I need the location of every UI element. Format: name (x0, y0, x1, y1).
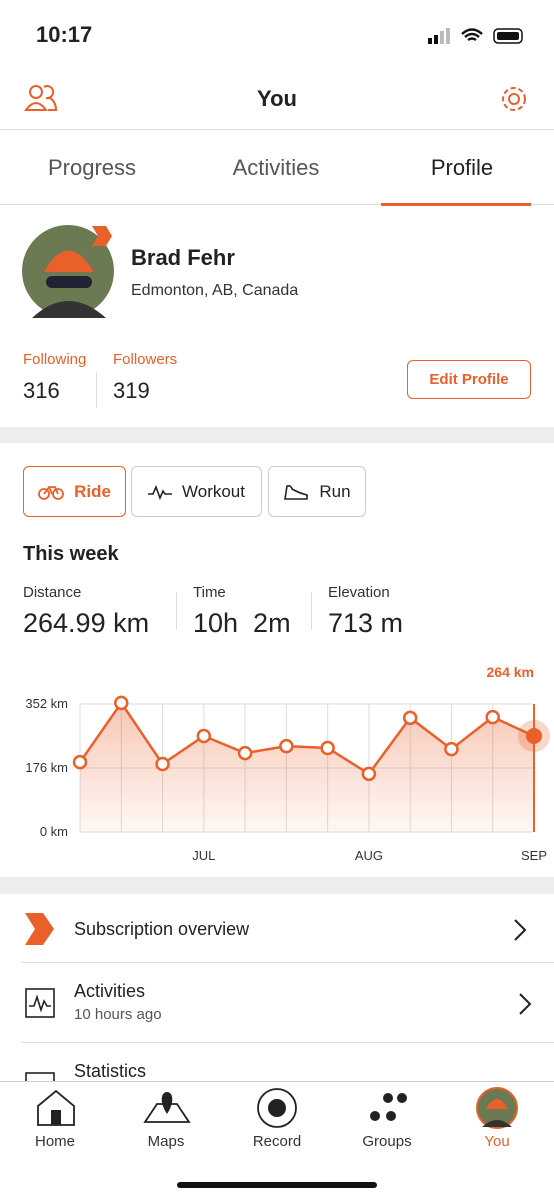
you-avatar[interactable] (476, 1087, 518, 1129)
followers-label[interactable]: Followers (113, 351, 178, 368)
stat-value: 10h 2m (193, 608, 291, 638)
chevron (514, 919, 527, 941)
y-tick-label: 176 km (25, 760, 68, 775)
x-tick-label: SEP (521, 848, 547, 863)
nav-label[interactable]: Home (34, 1133, 75, 1150)
nav-label-active[interactable]: You (484, 1133, 510, 1150)
run-tab[interactable]: Run (268, 466, 366, 517)
home-icon[interactable] (36, 1088, 76, 1128)
stat-label: Distance (23, 584, 82, 601)
stat-value: 713 m (328, 608, 404, 638)
nav-label[interactable]: Record (252, 1133, 302, 1150)
record-icon[interactable] (256, 1087, 298, 1129)
point (279, 738, 294, 754)
menu-title[interactable]: Statistics (74, 1061, 147, 1081)
point (361, 766, 377, 782)
followers-count[interactable]: 319 (113, 378, 150, 403)
week-title: This week (23, 543, 119, 565)
point (196, 728, 212, 744)
friends-icon[interactable] (24, 84, 58, 112)
point (402, 710, 418, 726)
nav-label[interactable]: Maps (147, 1133, 185, 1150)
maps-icon[interactable] (143, 1088, 191, 1128)
ride-icon (38, 485, 64, 500)
point (114, 695, 129, 711)
workout-icon (148, 484, 172, 500)
menu-title[interactable]: Subscription overview (74, 919, 250, 939)
line (78, 700, 535, 776)
menu-subtitle: 10 hours ago (74, 1006, 162, 1023)
ride-tab[interactable]: Ride (23, 466, 126, 517)
profile-name: Brad Fehr (131, 245, 235, 270)
tab[interactable]: Activities (232, 155, 320, 180)
tab-indicator (381, 203, 531, 206)
statistics-icon (25, 1072, 55, 1084)
stat-label: Elevation (328, 584, 390, 601)
x-tick-label: JUL (192, 848, 215, 863)
workout-tab[interactable]: Workout (131, 466, 262, 517)
run-icon (284, 484, 309, 500)
following-label[interactable]: Following (23, 351, 87, 368)
stat-label: Time (193, 584, 226, 601)
header-title: You (257, 86, 297, 111)
stat-value: 264.99 km (23, 608, 150, 638)
groups-icon[interactable] (367, 1092, 409, 1124)
tab-active[interactable]: Profile (430, 155, 494, 180)
point (485, 709, 500, 725)
following-count[interactable]: 316 (23, 378, 60, 403)
point (237, 745, 253, 761)
nav-label[interactable]: Groups (362, 1133, 412, 1150)
point (72, 754, 88, 770)
workout-label: Workout (182, 481, 245, 501)
menu-title[interactable]: Activities (74, 981, 146, 1001)
edit-profile-button[interactable]: Edit Profile (407, 360, 531, 399)
activities-icon (25, 988, 55, 1018)
status-icons (428, 28, 523, 44)
status-time: 10:17 (36, 22, 93, 47)
chevron (519, 993, 532, 1015)
settings-icon[interactable] (498, 83, 530, 115)
point (526, 728, 542, 744)
ride-label: Ride (74, 481, 111, 501)
tab[interactable]: Progress (47, 155, 137, 180)
x-tick-label: AUG (355, 848, 383, 863)
chart-annotation: 264 km (487, 664, 534, 680)
subscription-icon (25, 913, 54, 945)
point (320, 740, 335, 756)
point (155, 756, 170, 772)
run-label: Run (319, 481, 351, 501)
y-tick-label: 352 km (25, 696, 68, 711)
point (444, 741, 459, 757)
home-indicator (177, 1182, 377, 1188)
avatar[interactable] (22, 224, 116, 318)
profile-location: Edmonton, AB, Canada (131, 282, 299, 299)
weekly-chart: 264 km 0 km 176 km 352 km JUL AUG SEP (25, 664, 550, 863)
line-area (80, 702, 534, 832)
y-tick-label: 0 km (40, 824, 68, 839)
